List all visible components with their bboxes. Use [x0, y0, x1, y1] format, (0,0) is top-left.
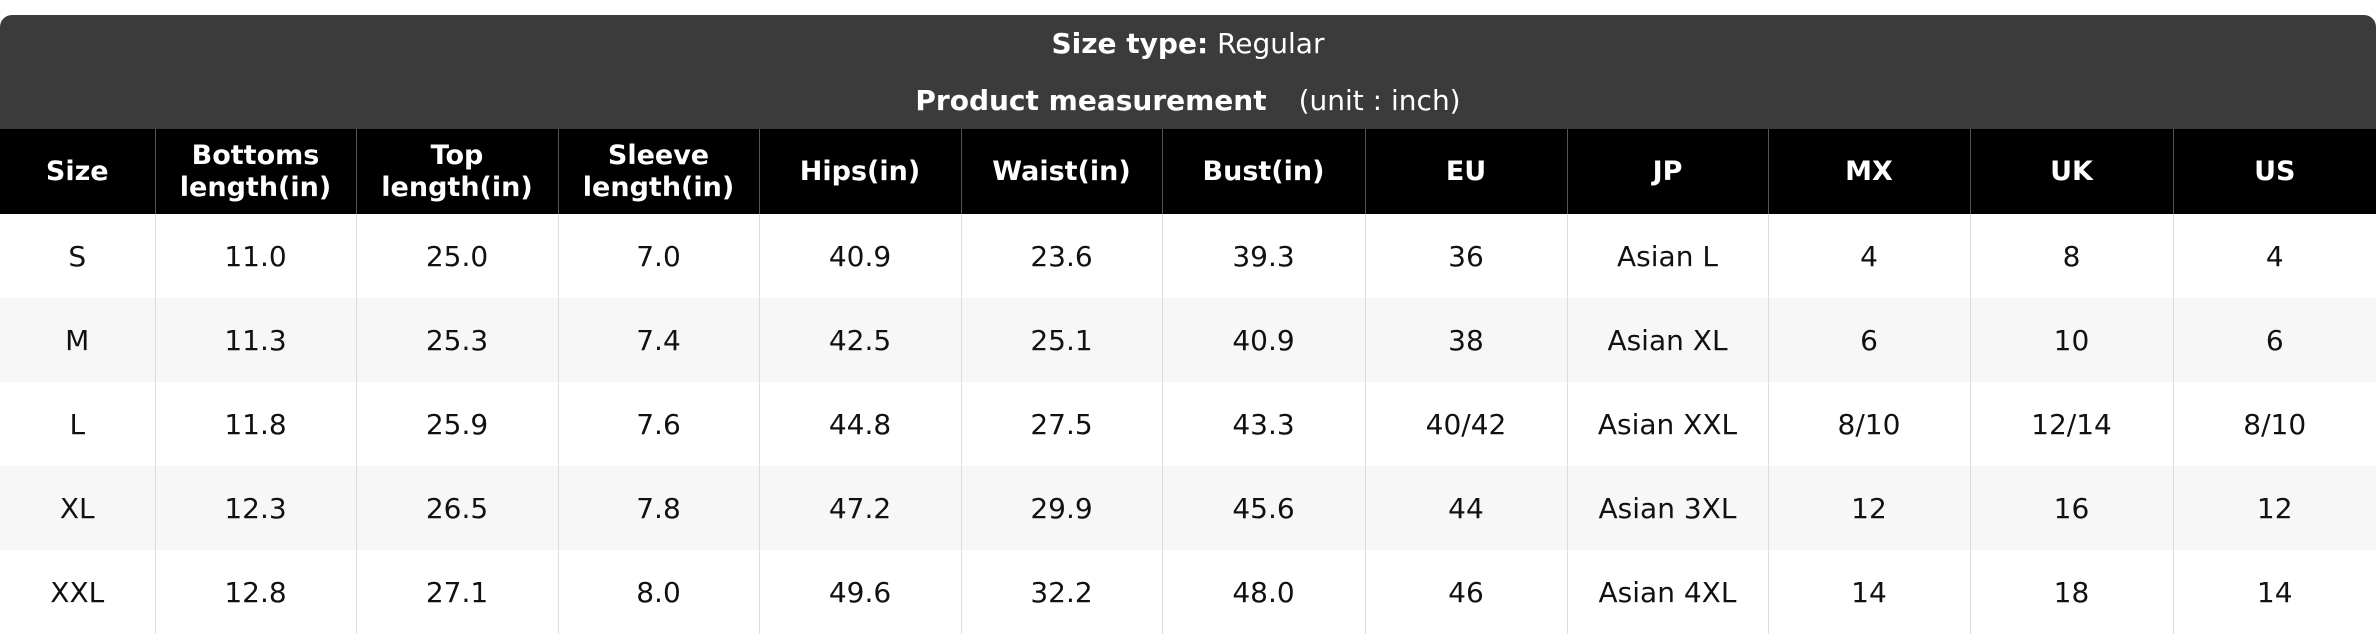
cell: 25.1: [960, 298, 1162, 382]
column-header: EU: [1364, 129, 1567, 214]
cell: 7.8: [557, 466, 759, 550]
cell: 12.3: [154, 466, 356, 550]
column-header: UK: [1969, 129, 2173, 214]
cell: 25.3: [355, 298, 558, 382]
column-header: MX: [1767, 129, 1970, 214]
cell: 25.9: [355, 382, 558, 466]
cell: 40.9: [758, 214, 961, 298]
cell: M: [0, 298, 155, 382]
column-header: JP: [1566, 129, 1768, 214]
cell: 14: [1767, 550, 1970, 634]
cell: 11.0: [154, 214, 356, 298]
cell: 39.3: [1161, 214, 1365, 298]
cell: L: [69, 407, 86, 441]
cell: 8/10: [1767, 382, 1970, 466]
cell: 12: [2172, 466, 2376, 550]
cell: 4: [1767, 214, 1970, 298]
cell: 27.5: [960, 382, 1162, 466]
cell: 44.8: [758, 382, 961, 466]
cell: XXL: [50, 575, 105, 609]
cell: Asian 4XL: [1566, 550, 1768, 634]
column-header: US: [2172, 129, 2376, 214]
row: XXL 12.8 27.1 8.0 49.6 32.2 48.0 46 Asian 4XL 14 1…: [0, 550, 2376, 634]
column-header: Bottoms length(in): [154, 129, 356, 214]
cell: 8.0: [557, 550, 759, 634]
header: Size type: Regular Product measurement (u…: [0, 15, 2376, 129]
cell: 8: [1969, 214, 2173, 298]
cell: Asian L: [1566, 214, 1768, 298]
cell: 16: [1969, 466, 2173, 550]
cell: 6: [1767, 298, 1970, 382]
cell: 10: [1969, 298, 2173, 382]
cell: 26.5: [355, 466, 558, 550]
cell: S: [68, 239, 87, 273]
cell: 7.0: [557, 214, 759, 298]
unit: (unit : inch): [1298, 84, 1461, 117]
cell: 44: [1364, 466, 1567, 550]
cell: Asian 3XL: [1566, 466, 1768, 550]
header-row: Size Bottoms length(in) Top length(in) Slee…: [0, 129, 2376, 214]
title: Product measurement: [915, 84, 1267, 117]
cell: 27.1: [355, 550, 558, 634]
row: XL 12.3 26.5 7.8 47.2 29.9 45.6 44 Asian 3XL 12 16…: [0, 466, 2376, 550]
size-type-label: Size type:: [1051, 27, 1209, 60]
cell: 8/10: [2172, 382, 2376, 466]
column-header: Bust(in): [1161, 129, 1365, 214]
cell: 47.2: [758, 466, 961, 550]
table-body: S 11.0 25.0 7.0 40.9 23.6 39.3 36 Asian L 4 8 4 M 11.…: [0, 214, 2376, 634]
cell: 12.8: [154, 550, 356, 634]
cell: 7.6: [557, 382, 759, 466]
column-header: Sleeve length(in): [557, 129, 759, 214]
cell: 29.9: [960, 466, 1162, 550]
cell: 6: [2172, 298, 2376, 382]
cell: 11.3: [154, 298, 356, 382]
cell: 12/14: [1969, 382, 2173, 466]
cell: 38: [1364, 298, 1567, 382]
cell: XL: [0, 466, 155, 550]
cell: 46: [1364, 550, 1567, 634]
size-type: Size type: Regular: [0, 15, 2376, 72]
cell: 36: [1364, 214, 1567, 298]
cell: 42.5: [758, 298, 961, 382]
cell: 18: [1969, 550, 2173, 634]
table: Size Bottoms length(in) Top length(in) Slee…: [0, 129, 2376, 634]
row: M 11.3 25.3 7.4 42.5 25.1 40.9 38 Asian XL 6 10 6: [0, 298, 2376, 382]
cell: 25.0: [355, 214, 558, 298]
cell: 12: [1767, 466, 1970, 550]
cell: Asian XL: [1566, 298, 1768, 382]
cell: 7.4: [557, 298, 759, 382]
column-header: Size: [0, 129, 155, 214]
size-type-value: Regular: [1217, 27, 1325, 60]
size-chart: Size type: Regular Product measurement (u…: [0, 15, 2376, 636]
cell: 4: [2172, 214, 2376, 298]
cell: 32.2: [960, 550, 1162, 634]
cell: Asian XXL: [1566, 382, 1768, 466]
column-header: Waist(in): [960, 129, 1162, 214]
cell: 23.6: [960, 214, 1162, 298]
cell: 11.8: [154, 382, 356, 466]
title-line: Product measurement (unit : inch): [0, 72, 2376, 129]
cell: 40/42: [1364, 382, 1567, 466]
cell: 14: [2172, 550, 2376, 634]
cell: 43.3: [1161, 382, 1365, 466]
cell: 40.9: [1161, 298, 1365, 382]
cell: 45.6: [1161, 466, 1365, 550]
cell: 48.0: [1161, 550, 1365, 634]
row: L 11.8 25.9 7.6 44.8 27.5 43.3 40/42 Asian XXL 8/…: [0, 382, 2376, 466]
cell: 49.6: [758, 550, 961, 634]
column-header: Hips(in): [758, 129, 961, 214]
column-header: Top length(in): [355, 129, 558, 214]
